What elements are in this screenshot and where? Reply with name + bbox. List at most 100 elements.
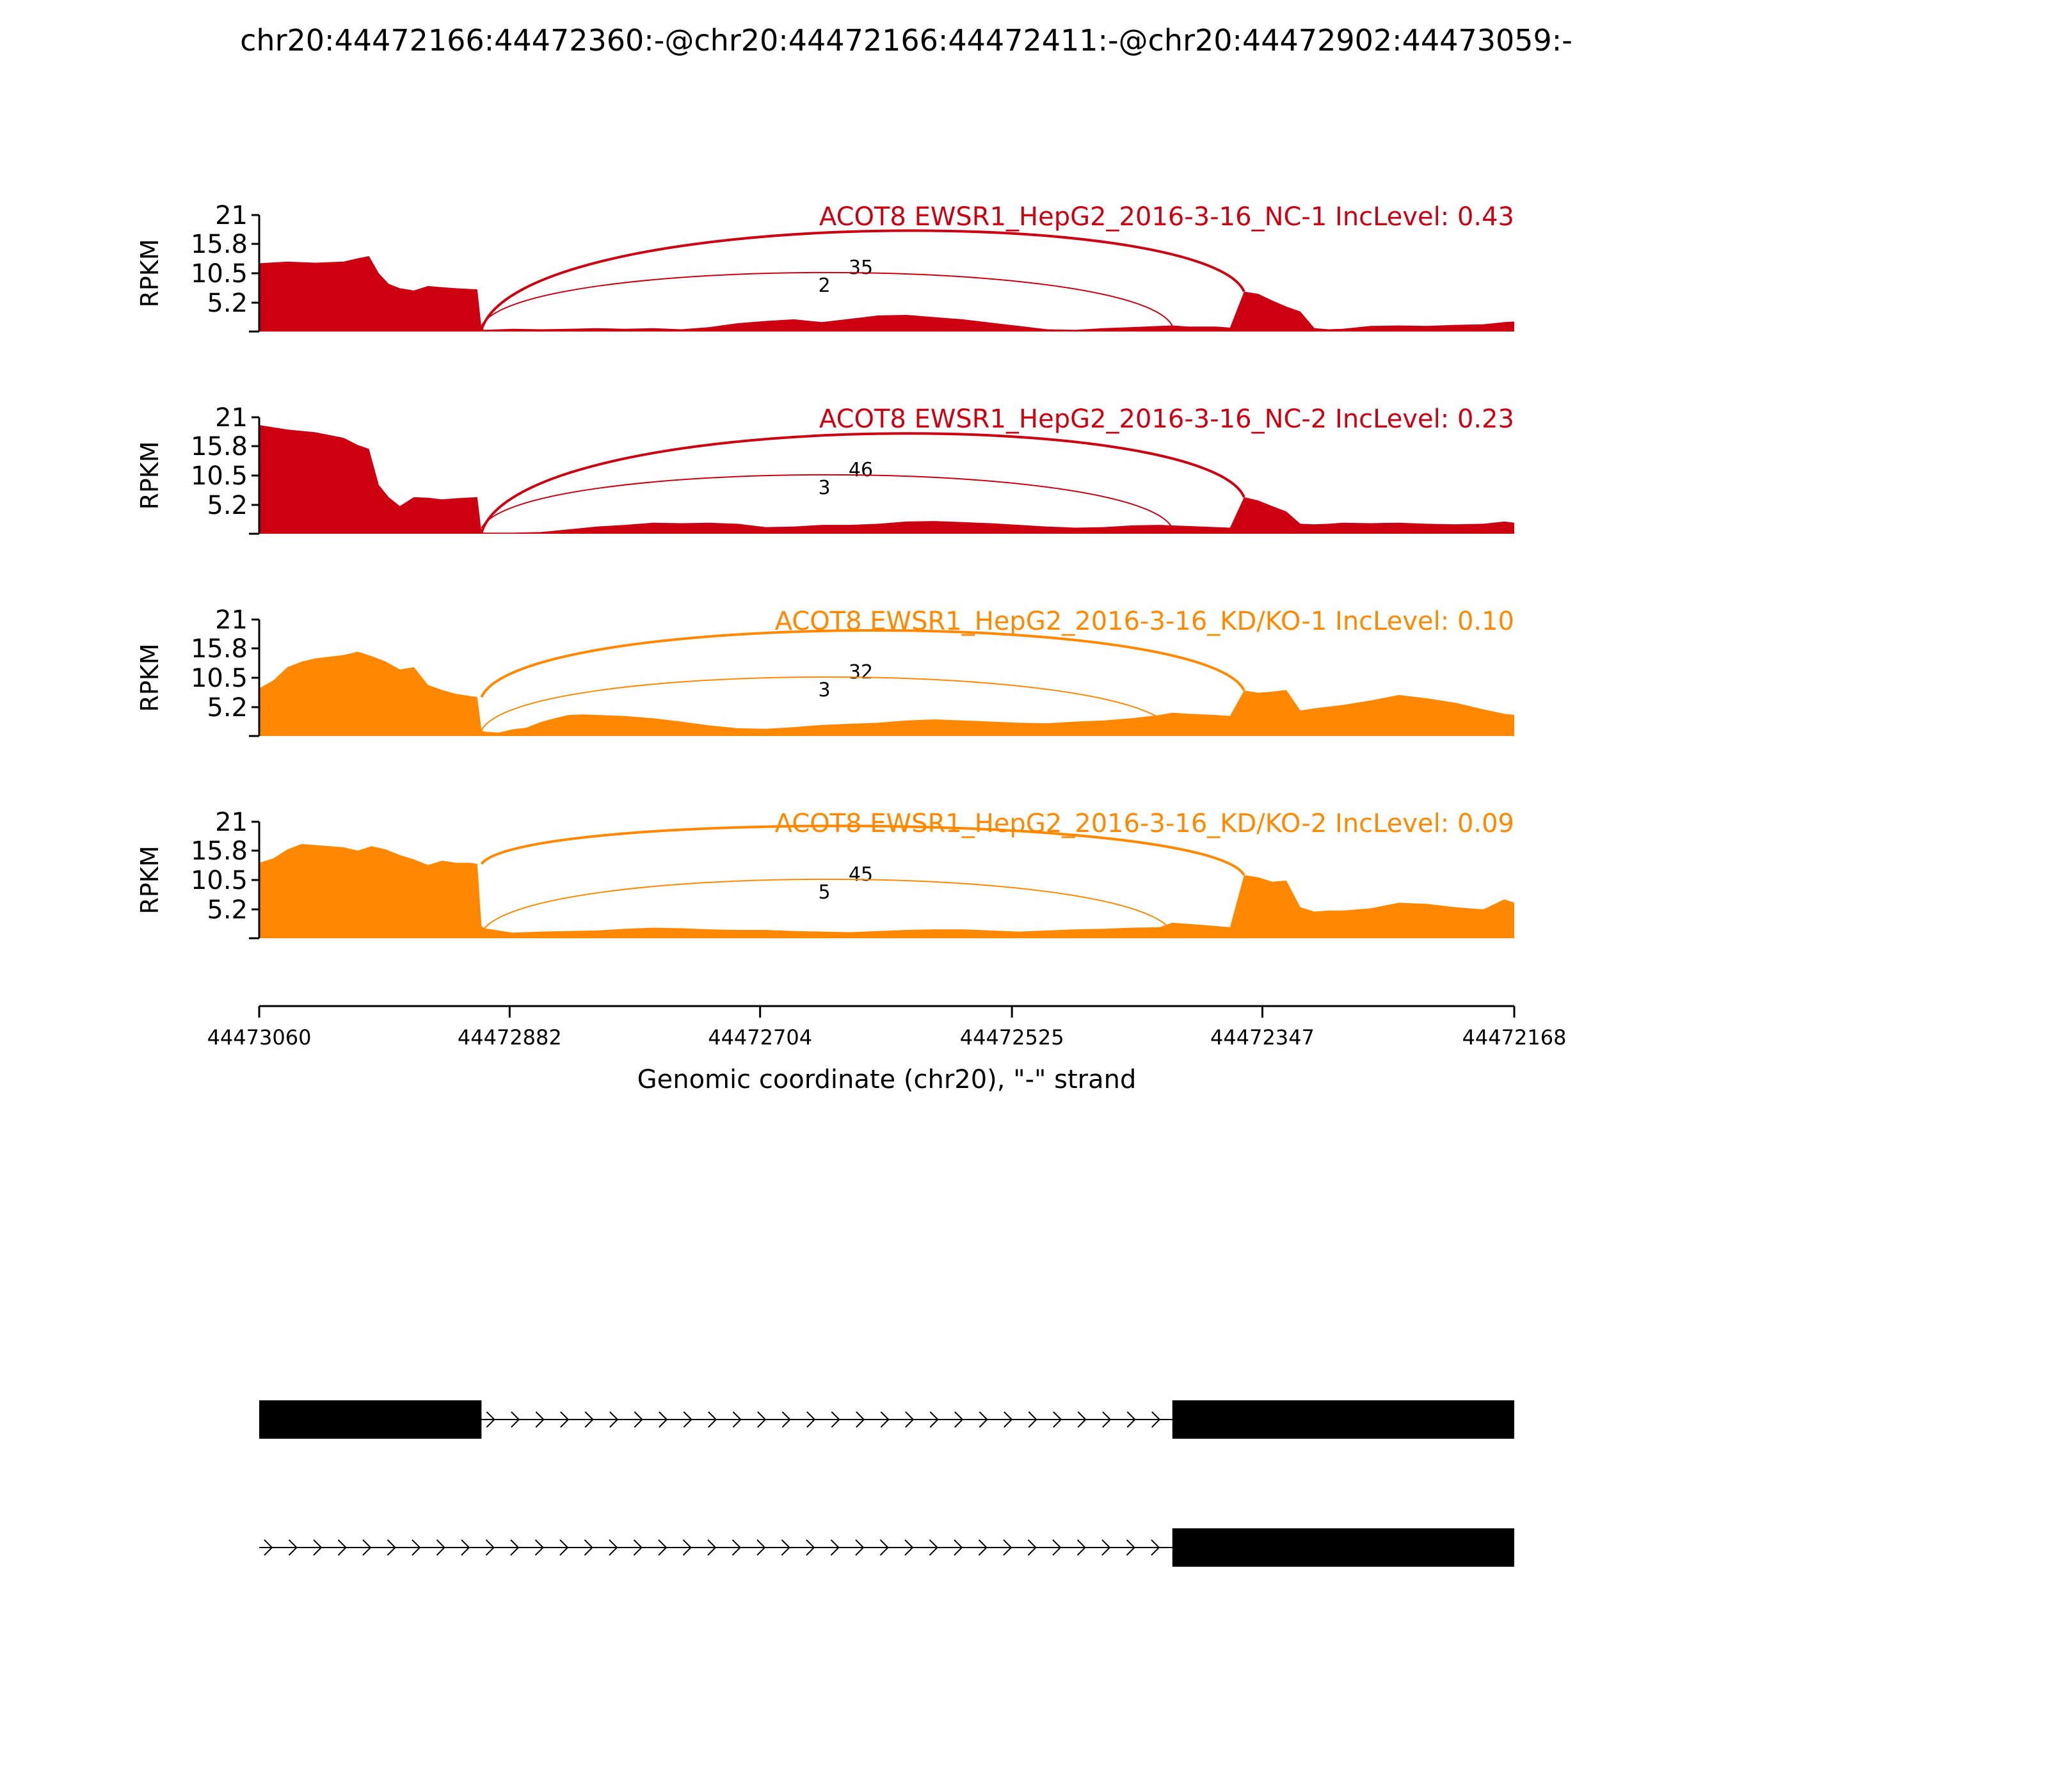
x-tick-label: 44472882	[458, 1025, 562, 1050]
junction-arc	[480, 432, 1245, 533]
junction-count-label: 3	[818, 679, 830, 701]
strand-chevron	[387, 1539, 396, 1556]
strand-chevron	[855, 1539, 865, 1556]
junction-count-label: 45	[849, 863, 873, 886]
strand-chevron	[978, 1539, 988, 1556]
isoform-track-2	[259, 1528, 1514, 1567]
strand-chevron	[856, 1411, 865, 1428]
y-tick-label: 15.8	[191, 432, 248, 461]
strand-chevron	[486, 1411, 495, 1428]
strand-chevron	[954, 1411, 964, 1428]
strand-chevron	[560, 1411, 570, 1428]
exon-block	[1172, 1528, 1514, 1567]
y-tick-label: 5.2	[207, 895, 248, 925]
strand-chevron	[880, 1411, 890, 1428]
junction-label-bg	[799, 883, 850, 902]
strand-chevron	[1101, 1539, 1111, 1556]
strand-chevron	[1126, 1411, 1136, 1428]
strand-chevron	[584, 1539, 593, 1556]
isoform-track-1	[259, 1400, 1514, 1439]
y-axis-label: RPKM	[136, 845, 164, 914]
junction-arc	[480, 824, 1245, 876]
junction-arc	[481, 676, 1173, 731]
junction-arc	[480, 628, 1245, 698]
strand-chevron	[979, 1411, 988, 1428]
strand-chevron	[707, 1539, 717, 1556]
strand-chevron	[313, 1539, 323, 1556]
strand-chevron	[806, 1539, 815, 1556]
y-tick-label: 5.2	[207, 693, 248, 723]
strand-chevron	[510, 1539, 520, 1556]
junction-count-label: 3	[818, 477, 830, 499]
strand-chevron	[1027, 1539, 1037, 1556]
strand-chevron	[1004, 1411, 1013, 1428]
y-tick-label: 10.5	[191, 259, 248, 289]
strand-chevron	[781, 1539, 790, 1556]
strand-chevron	[264, 1539, 273, 1556]
junction-label-bg	[835, 663, 886, 682]
junction-arc	[481, 271, 1173, 326]
strand-chevron	[879, 1539, 889, 1556]
junction-count-label: 2	[818, 275, 830, 297]
strand-chevron	[362, 1539, 372, 1556]
strand-chevron	[954, 1539, 963, 1556]
x-tick-label: 44472347	[1210, 1025, 1315, 1050]
junction-label-bg	[799, 479, 850, 498]
strand-chevron	[634, 1411, 643, 1428]
junction-count-label: 35	[849, 257, 873, 279]
y-tick-label: 10.5	[191, 866, 248, 895]
strand-chevron	[659, 1411, 668, 1428]
x-tick-label: 44472525	[960, 1025, 1064, 1050]
strand-chevron	[682, 1539, 692, 1556]
strand-chevron	[1151, 1411, 1161, 1428]
strand-chevron	[337, 1539, 347, 1556]
y-tick-label: 21	[215, 605, 248, 635]
strand-chevron	[584, 1411, 594, 1428]
y-tick-label: 21	[215, 808, 248, 837]
strand-chevron	[436, 1539, 445, 1556]
strand-chevron	[609, 1539, 618, 1556]
sample-label: ACOT8 EWSR1_HepG2_2016-3-16_KD/KO-2 IncL…	[775, 809, 1514, 838]
strand-chevron	[658, 1539, 668, 1556]
figure-title: chr20:44472166:44472360:-@chr20:44472166…	[240, 23, 1572, 58]
x-axis-label: Genomic coordinate (chr20), "-" strand	[637, 1065, 1137, 1094]
strand-chevron	[511, 1411, 520, 1428]
y-tick-label: 15.8	[191, 836, 248, 866]
strand-chevron	[1053, 1411, 1062, 1428]
strand-chevron	[830, 1539, 840, 1556]
junction-count-label: 5	[818, 881, 830, 904]
y-tick-label: 21	[215, 201, 248, 230]
exon-block	[1172, 1400, 1514, 1439]
junction-label-bg	[835, 865, 886, 884]
strand-chevron	[756, 1539, 766, 1556]
strand-chevron	[609, 1411, 619, 1428]
junction-arc	[481, 878, 1173, 933]
strand-chevron	[1126, 1539, 1135, 1556]
strand-chevron	[412, 1539, 421, 1556]
y-axis-label: RPKM	[136, 239, 164, 307]
sample-label: ACOT8 EWSR1_HepG2_2016-3-16_NC-1 IncLeve…	[819, 202, 1514, 232]
x-tick-label: 44472168	[1462, 1025, 1567, 1050]
y-tick-label: 5.2	[207, 491, 248, 520]
y-tick-label: 15.8	[191, 634, 248, 664]
y-axis-label: RPKM	[136, 441, 164, 509]
sample-label: ACOT8 EWSR1_HepG2_2016-3-16_NC-2 IncLeve…	[819, 404, 1514, 434]
y-tick-label: 21	[215, 403, 248, 433]
strand-chevron	[288, 1539, 298, 1556]
strand-chevron	[461, 1539, 470, 1556]
y-tick-label: 15.8	[191, 230, 248, 259]
strand-chevron	[559, 1539, 569, 1556]
junction-label-bg	[799, 276, 850, 296]
y-tick-label: 10.5	[191, 664, 248, 693]
strand-chevron	[1102, 1411, 1112, 1428]
strand-chevron	[708, 1411, 717, 1428]
strand-chevron	[831, 1411, 840, 1428]
strand-chevron	[534, 1539, 544, 1556]
y-axis-label: RPKM	[136, 643, 164, 712]
